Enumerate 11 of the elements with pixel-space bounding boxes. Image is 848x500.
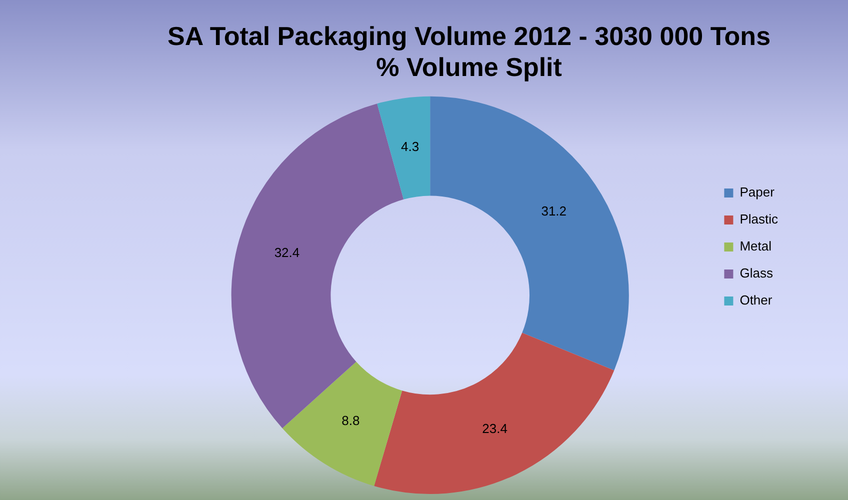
data-label: 31.2: [541, 204, 567, 219]
data-label: 23.4: [482, 421, 508, 436]
legend-label: Other: [740, 292, 773, 308]
data-label: 8.8: [342, 412, 360, 428]
data-label: 32.4: [274, 244, 300, 260]
legend-label: Glass: [740, 266, 774, 281]
data-label: 4.3: [401, 139, 420, 154]
legend-label: Metal: [740, 238, 772, 254]
chart-title: SA Total Packaging Volume 2012 - 3030 000 Tons % Volume Split: [167, 20, 771, 82]
legend-label: Plastic: [740, 212, 778, 227]
legend-label: Paper: [740, 184, 776, 200]
